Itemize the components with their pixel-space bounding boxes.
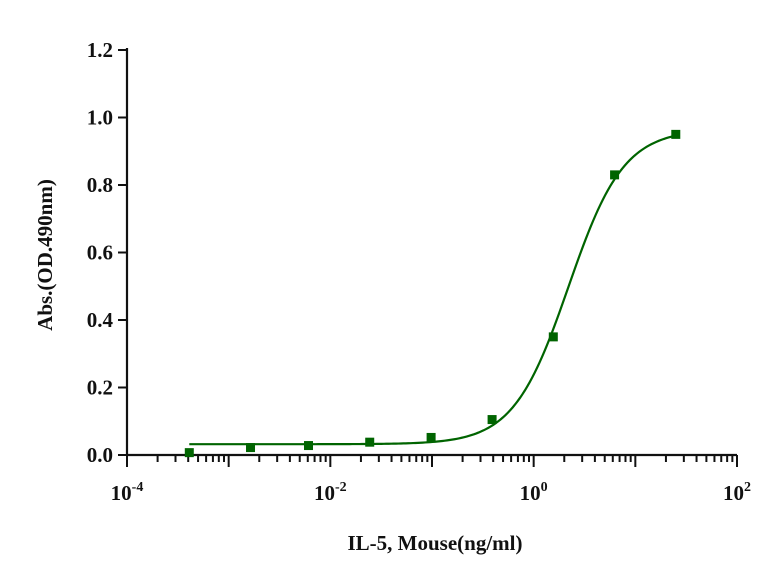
y-tick-label: 1.2 [87,38,113,62]
x-tick-label: 10-4 [111,480,144,505]
y-tick-label: 0.6 [87,241,113,265]
x-tick-label: 10-2 [314,480,347,505]
y-tick-label: 0.4 [87,308,114,332]
y-tick-label: 0.8 [87,173,113,197]
x-tick-label: 102 [723,480,751,505]
y-tick-label: 0.0 [87,443,113,467]
ticks [118,49,738,467]
data-points [184,129,681,458]
x-tick-label: 100 [520,480,548,505]
data-point [610,170,620,180]
data-point [365,437,375,447]
fit-curve [189,134,677,446]
data-point [487,415,497,425]
data-point [548,332,558,342]
y-tick-label: 0.2 [87,376,113,400]
tick-labels: 0.0 0.2 0.4 0.6 0.8 1.0 1.2 10-4 10-2 100 102 [87,38,751,505]
data-point [426,432,436,442]
data-point [246,443,256,453]
x-axis-title: IL-5, Mouse(ng/ml) [348,531,523,555]
axes [125,48,737,457]
data-point [671,129,681,139]
data-point [304,441,314,451]
y-tick-label: 1.0 [87,106,113,130]
data-point [184,448,194,458]
fit-curve-layer [189,134,677,446]
y-axis-title: Abs.(OD.490nm) [33,179,57,331]
